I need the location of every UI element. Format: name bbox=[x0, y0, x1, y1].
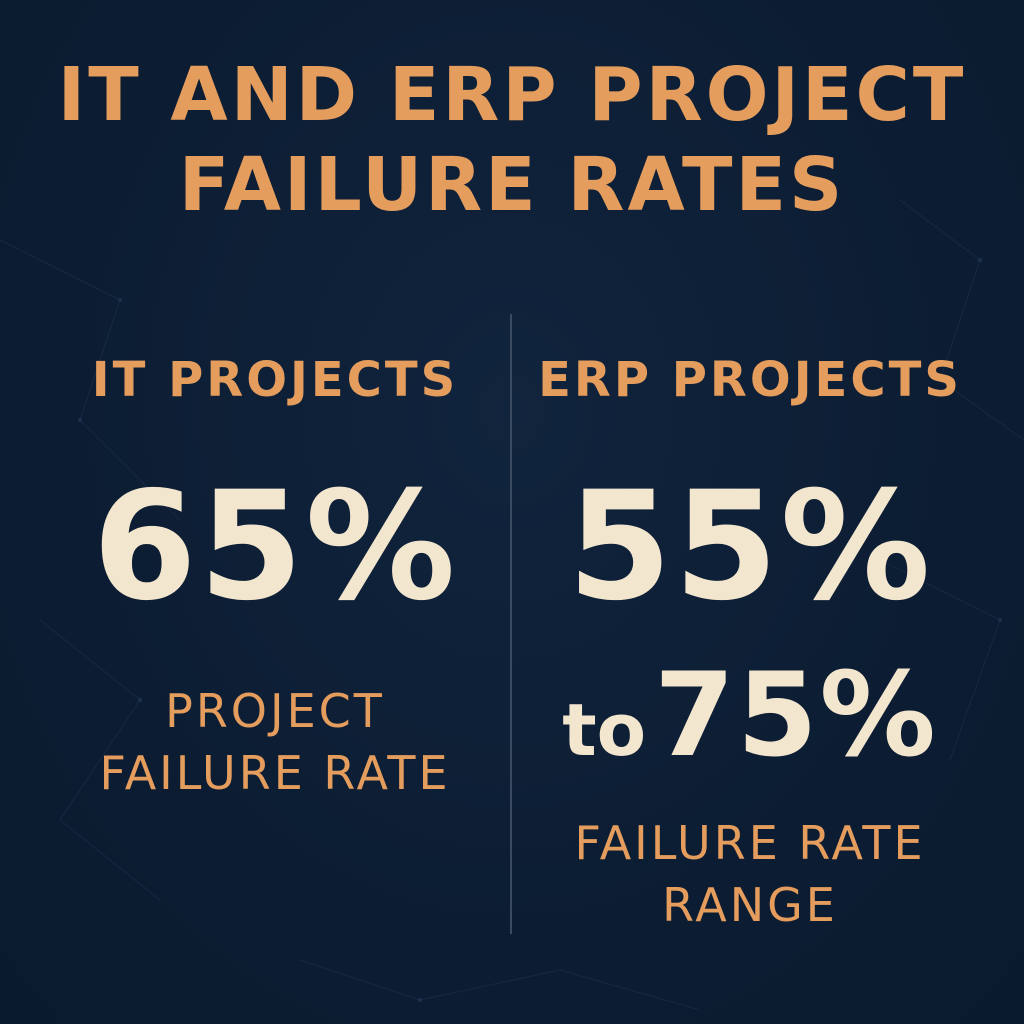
erp-failure-rate-low-value: 55% bbox=[567, 460, 933, 634]
erp-caption-line-1: FAILURE RATE bbox=[574, 816, 926, 870]
column-divider bbox=[510, 314, 512, 934]
erp-failure-rate-high-row: to75% bbox=[515, 646, 985, 800]
erp-caption-line-2: RANGE bbox=[662, 878, 838, 932]
it-projects-heading: IT PROJECTS bbox=[91, 352, 459, 408]
erp-failure-rate-high-value: 75% bbox=[654, 648, 938, 783]
it-failure-rate-value: 65% bbox=[92, 460, 458, 634]
erp-projects-heading: ERP PROJECTS bbox=[538, 352, 962, 408]
range-word: to bbox=[562, 688, 647, 772]
erp-failure-rate-caption: FAILURE RATE RANGE bbox=[515, 812, 985, 936]
page-title-line-2: FAILURE RATES bbox=[178, 142, 846, 228]
it-caption-line-1: PROJECT bbox=[165, 684, 385, 738]
it-failure-rate-caption: PROJECT FAILURE RATE bbox=[40, 680, 510, 804]
it-caption-line-2: FAILURE RATE bbox=[99, 746, 451, 800]
page-title-line-1: IT AND ERP PROJECT bbox=[57, 52, 967, 138]
page-title: IT AND ERP PROJECT FAILURE RATES bbox=[0, 50, 1024, 230]
